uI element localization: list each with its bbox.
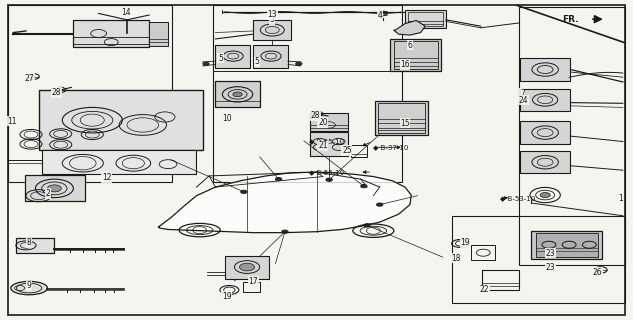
Text: 19: 19 [460, 238, 470, 247]
Bar [213, 5, 403, 182]
Text: 11: 11 [8, 116, 17, 126]
Ellipse shape [296, 62, 302, 65]
Text: 18: 18 [451, 254, 460, 263]
Bar [310, 113, 348, 131]
Text: 3: 3 [270, 15, 275, 24]
Ellipse shape [233, 92, 242, 97]
Text: 10: 10 [222, 114, 232, 123]
Text: 7: 7 [520, 89, 525, 98]
Bar [453, 216, 625, 303]
Ellipse shape [203, 62, 209, 65]
Bar [310, 132, 348, 156]
Bar [408, 12, 443, 26]
Text: ◆ B-55-10: ◆ B-55-10 [309, 139, 344, 145]
Ellipse shape [282, 230, 288, 233]
Text: 14: 14 [121, 8, 130, 17]
Polygon shape [159, 172, 411, 233]
Bar [405, 10, 446, 28]
Bar [520, 89, 570, 111]
Text: 2: 2 [46, 189, 51, 198]
Text: ◆ B-53-10: ◆ B-53-10 [499, 195, 535, 201]
Text: 6: 6 [408, 41, 413, 50]
Text: 22: 22 [480, 285, 489, 294]
Bar [391, 39, 441, 71]
Bar [16, 238, 54, 253]
Text: 13: 13 [268, 10, 277, 19]
Text: 5: 5 [254, 57, 260, 66]
Bar [8, 5, 173, 182]
Bar [242, 282, 260, 292]
Text: 21: 21 [318, 141, 327, 150]
Bar [520, 151, 570, 173]
Text: ◆ B-55-10: ◆ B-55-10 [309, 169, 344, 175]
Text: 24: 24 [519, 96, 529, 105]
Text: FR.: FR. [562, 15, 579, 24]
Bar [39, 90, 203, 150]
Text: 1: 1 [618, 194, 624, 203]
Bar [149, 22, 168, 46]
Ellipse shape [47, 185, 61, 192]
Ellipse shape [361, 185, 367, 188]
Bar [531, 231, 602, 259]
Bar [520, 58, 570, 81]
Bar [375, 101, 429, 134]
Bar [25, 175, 85, 201]
Bar [536, 233, 598, 257]
Bar [225, 256, 269, 278]
Ellipse shape [11, 281, 47, 295]
Text: 12: 12 [102, 173, 111, 182]
Bar [73, 20, 149, 47]
Bar [394, 41, 438, 69]
Text: 4: 4 [377, 11, 382, 20]
Text: 27: 27 [24, 74, 34, 83]
Text: 20: 20 [318, 118, 328, 127]
Text: 19: 19 [222, 292, 232, 301]
Polygon shape [394, 20, 425, 35]
Text: 8: 8 [27, 238, 32, 247]
Ellipse shape [275, 178, 282, 181]
Text: 5: 5 [218, 53, 223, 62]
Bar [482, 270, 518, 290]
Bar [42, 150, 196, 174]
Text: 28: 28 [51, 88, 61, 97]
Bar [215, 81, 260, 108]
Text: ◆ B-37-10: ◆ B-37-10 [373, 144, 409, 150]
Text: 25: 25 [342, 146, 351, 155]
Text: 23: 23 [546, 263, 555, 272]
Bar [518, 7, 625, 265]
Bar [351, 145, 367, 157]
Text: 23: 23 [546, 249, 555, 258]
Bar [253, 20, 291, 40]
Ellipse shape [239, 263, 254, 271]
Text: 15: 15 [400, 119, 410, 128]
Bar [471, 245, 495, 260]
Ellipse shape [377, 203, 383, 206]
Text: 17: 17 [249, 276, 258, 285]
Text: 26: 26 [592, 268, 603, 277]
Text: 9: 9 [27, 281, 32, 290]
Ellipse shape [326, 178, 332, 181]
Ellipse shape [241, 190, 247, 194]
Bar [379, 103, 425, 133]
Text: 16: 16 [400, 60, 410, 69]
Bar [253, 45, 288, 68]
Bar [520, 121, 570, 144]
Ellipse shape [540, 193, 550, 197]
Ellipse shape [364, 224, 370, 227]
Bar [215, 45, 250, 68]
Bar [213, 5, 403, 71]
Text: 28: 28 [311, 111, 320, 120]
